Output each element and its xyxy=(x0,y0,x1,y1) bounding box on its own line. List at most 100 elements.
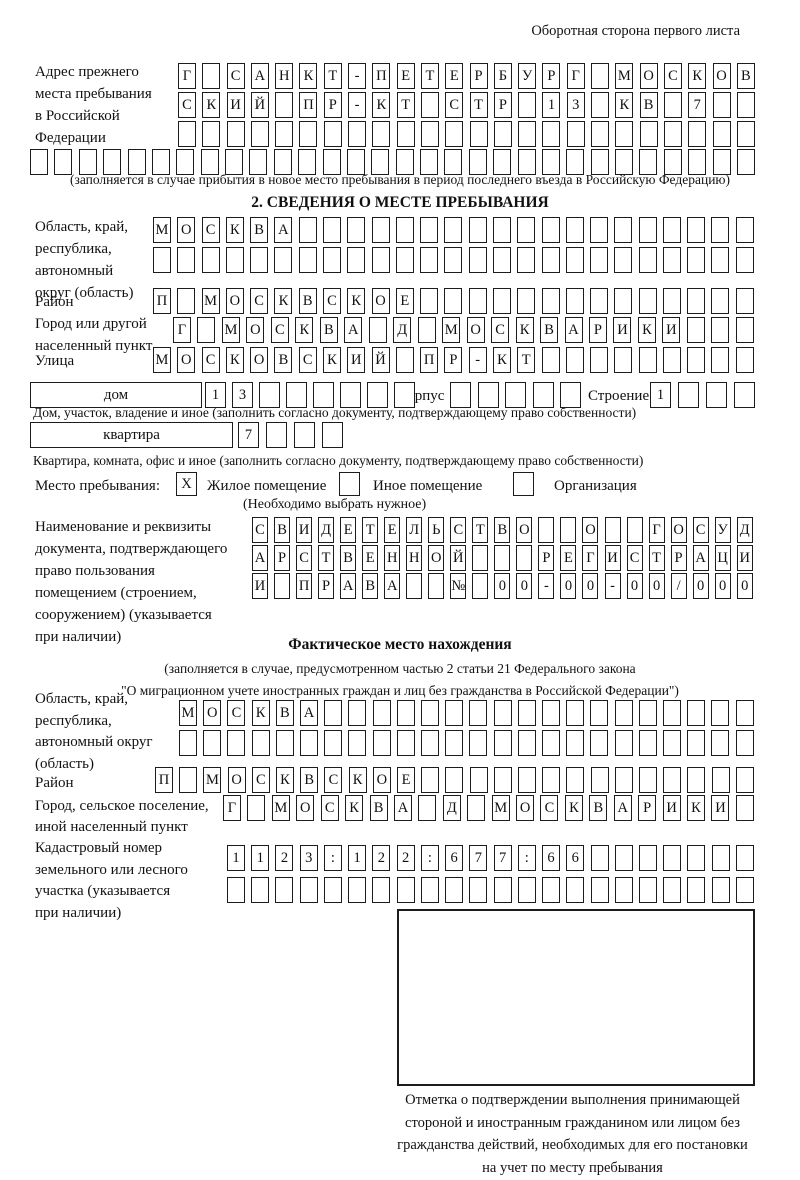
char-box[interactable]: В xyxy=(298,288,317,314)
char-box[interactable] xyxy=(517,288,536,314)
char-box[interactable] xyxy=(420,877,439,903)
char-box[interactable] xyxy=(227,730,246,756)
char-box[interactable]: С xyxy=(227,700,246,726)
char-box[interactable] xyxy=(639,121,658,147)
char-box[interactable] xyxy=(688,149,707,175)
char-box[interactable]: И xyxy=(711,795,730,821)
char-box[interactable] xyxy=(687,730,706,756)
char-box[interactable]: В xyxy=(340,545,357,571)
char-box[interactable] xyxy=(706,382,727,408)
char-box[interactable] xyxy=(348,121,367,147)
char-box[interactable] xyxy=(734,382,755,408)
char-box[interactable]: К xyxy=(295,317,314,343)
char-box[interactable] xyxy=(275,877,294,903)
char-box[interactable]: Н xyxy=(275,63,294,89)
char-box[interactable]: А xyxy=(300,700,319,726)
char-box[interactable] xyxy=(103,149,122,175)
char-box[interactable] xyxy=(590,767,609,793)
char-box[interactable] xyxy=(472,545,489,571)
char-box[interactable] xyxy=(227,877,245,903)
char-box[interactable]: М xyxy=(615,63,634,89)
char-box[interactable] xyxy=(203,730,222,756)
char-box[interactable] xyxy=(179,767,198,793)
char-box[interactable]: : xyxy=(420,845,439,871)
char-box[interactable]: О xyxy=(516,795,535,821)
char-box[interactable] xyxy=(493,121,512,147)
char-box[interactable] xyxy=(736,92,755,118)
char-box[interactable] xyxy=(127,149,146,175)
char-box[interactable]: : xyxy=(517,845,536,871)
char-box[interactable]: П xyxy=(372,63,391,89)
char-box[interactable]: Ц xyxy=(714,545,731,571)
char-box[interactable]: Е xyxy=(445,63,464,89)
char-box[interactable] xyxy=(367,382,388,408)
char-box[interactable]: К xyxy=(299,63,318,89)
char-box[interactable]: К xyxy=(202,92,221,118)
char-box[interactable] xyxy=(735,795,754,821)
char-box[interactable] xyxy=(517,877,536,903)
char-box[interactable] xyxy=(445,877,464,903)
char-box[interactable] xyxy=(565,288,584,314)
char-box[interactable] xyxy=(322,247,341,273)
char-box[interactable] xyxy=(322,422,343,448)
char-box[interactable] xyxy=(201,247,220,273)
char-box[interactable] xyxy=(493,700,512,726)
char-box[interactable] xyxy=(368,317,387,343)
char-box[interactable]: 0 xyxy=(692,573,709,599)
char-box[interactable] xyxy=(313,382,334,408)
char-box[interactable] xyxy=(542,767,561,793)
char-box[interactable] xyxy=(614,288,633,314)
char-box[interactable] xyxy=(324,730,343,756)
char-box[interactable] xyxy=(590,288,609,314)
char-box[interactable]: / xyxy=(670,573,687,599)
char-box[interactable] xyxy=(178,121,196,147)
char-box[interactable]: Р xyxy=(323,92,342,118)
char-box[interactable]: О xyxy=(177,217,196,243)
char-box[interactable] xyxy=(590,247,609,273)
char-box[interactable]: С xyxy=(270,317,289,343)
char-box[interactable] xyxy=(444,288,463,314)
char-box[interactable]: С xyxy=(296,545,313,571)
char-box[interactable] xyxy=(493,877,512,903)
char-box[interactable]: 0 xyxy=(736,573,753,599)
char-box[interactable] xyxy=(469,121,488,147)
char-box[interactable] xyxy=(711,317,730,343)
char-box[interactable] xyxy=(590,700,609,726)
char-box[interactable]: С xyxy=(450,517,467,543)
char-box[interactable]: С xyxy=(201,217,220,243)
char-box[interactable] xyxy=(421,700,440,726)
char-box[interactable] xyxy=(615,149,633,175)
char-box[interactable] xyxy=(687,347,706,373)
char-box[interactable] xyxy=(477,382,499,408)
char-box[interactable]: Т xyxy=(396,92,415,118)
char-box[interactable] xyxy=(445,767,464,793)
char-box[interactable]: К xyxy=(276,767,295,793)
char-box[interactable]: Г xyxy=(582,545,599,571)
char-box[interactable]: А xyxy=(692,545,709,571)
char-box[interactable]: Ь xyxy=(428,517,445,543)
char-box[interactable] xyxy=(468,217,487,243)
char-box[interactable] xyxy=(153,247,171,273)
char-box[interactable]: О xyxy=(203,700,222,726)
char-box[interactable]: Р xyxy=(493,92,512,118)
char-box[interactable]: Р xyxy=(542,63,561,89)
char-box[interactable] xyxy=(639,767,658,793)
char-box[interactable]: Е xyxy=(340,517,357,543)
char-box[interactable] xyxy=(298,149,317,175)
char-box[interactable] xyxy=(299,121,318,147)
char-box[interactable]: 3 xyxy=(566,92,585,118)
char-box[interactable] xyxy=(202,121,221,147)
char-box[interactable] xyxy=(421,767,440,793)
char-box[interactable] xyxy=(30,149,48,175)
char-box[interactable]: М xyxy=(201,288,220,314)
char-box[interactable] xyxy=(542,121,561,147)
char-box[interactable]: М xyxy=(442,317,461,343)
char-box[interactable] xyxy=(420,92,439,118)
char-box[interactable] xyxy=(735,877,754,903)
char-box[interactable]: В xyxy=(250,217,269,243)
char-box[interactable]: 3 xyxy=(299,845,318,871)
char-box[interactable]: № xyxy=(450,573,467,599)
char-box[interactable]: Е xyxy=(397,767,416,793)
char-box[interactable]: - xyxy=(468,347,487,373)
char-box[interactable]: Т xyxy=(362,517,379,543)
